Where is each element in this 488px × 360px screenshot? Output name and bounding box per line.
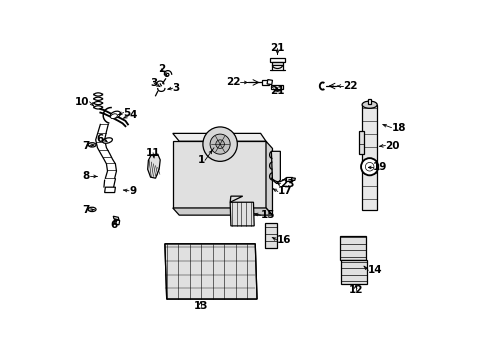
Polygon shape — [230, 202, 254, 226]
Polygon shape — [358, 131, 363, 154]
Polygon shape — [272, 62, 282, 65]
Polygon shape — [271, 85, 283, 89]
Polygon shape — [230, 196, 242, 202]
Polygon shape — [265, 141, 272, 215]
Polygon shape — [340, 260, 366, 284]
Polygon shape — [113, 216, 119, 220]
Ellipse shape — [362, 101, 376, 108]
Text: 5: 5 — [123, 108, 131, 118]
Text: 7: 7 — [82, 140, 89, 150]
Polygon shape — [172, 208, 272, 215]
Text: 18: 18 — [391, 123, 405, 132]
Text: 13: 13 — [193, 301, 207, 311]
Polygon shape — [172, 141, 265, 208]
Text: 9: 9 — [129, 186, 136, 196]
Polygon shape — [164, 244, 257, 299]
Text: 23: 23 — [279, 179, 294, 189]
Text: 22: 22 — [343, 81, 357, 91]
Text: 8: 8 — [82, 171, 89, 181]
Polygon shape — [270, 58, 284, 62]
Text: 6: 6 — [110, 220, 117, 230]
Circle shape — [215, 140, 224, 148]
Polygon shape — [262, 80, 268, 85]
Polygon shape — [104, 187, 115, 193]
Text: 7: 7 — [82, 205, 89, 215]
Text: 16: 16 — [276, 235, 291, 245]
Text: 21: 21 — [270, 43, 284, 53]
Polygon shape — [147, 154, 160, 178]
Ellipse shape — [102, 138, 112, 143]
Text: 15: 15 — [260, 210, 275, 220]
Text: 1: 1 — [198, 155, 204, 165]
Polygon shape — [114, 220, 120, 225]
Ellipse shape — [88, 143, 96, 147]
Ellipse shape — [110, 114, 117, 118]
Text: 10: 10 — [75, 97, 89, 107]
Text: 11: 11 — [145, 148, 160, 158]
Text: 14: 14 — [367, 265, 382, 275]
Polygon shape — [290, 178, 295, 180]
Text: 12: 12 — [348, 285, 362, 295]
Polygon shape — [172, 134, 265, 141]
Circle shape — [360, 158, 378, 175]
Text: 3: 3 — [172, 83, 180, 93]
Text: 21: 21 — [270, 86, 284, 96]
Polygon shape — [362, 105, 376, 211]
Text: 17: 17 — [277, 186, 292, 197]
Polygon shape — [339, 235, 366, 260]
Text: 2: 2 — [157, 64, 164, 74]
Polygon shape — [266, 80, 272, 85]
Polygon shape — [285, 177, 291, 181]
Polygon shape — [265, 223, 276, 248]
Text: 20: 20 — [385, 140, 399, 150]
Ellipse shape — [88, 207, 96, 212]
Text: 4: 4 — [129, 111, 136, 121]
Ellipse shape — [110, 111, 121, 118]
Text: 6: 6 — [96, 134, 103, 144]
Polygon shape — [271, 151, 280, 184]
Text: 3: 3 — [150, 78, 158, 88]
Text: 22: 22 — [225, 77, 240, 87]
Text: 19: 19 — [372, 162, 386, 172]
Polygon shape — [367, 99, 371, 104]
Circle shape — [210, 134, 230, 154]
Circle shape — [203, 127, 237, 161]
